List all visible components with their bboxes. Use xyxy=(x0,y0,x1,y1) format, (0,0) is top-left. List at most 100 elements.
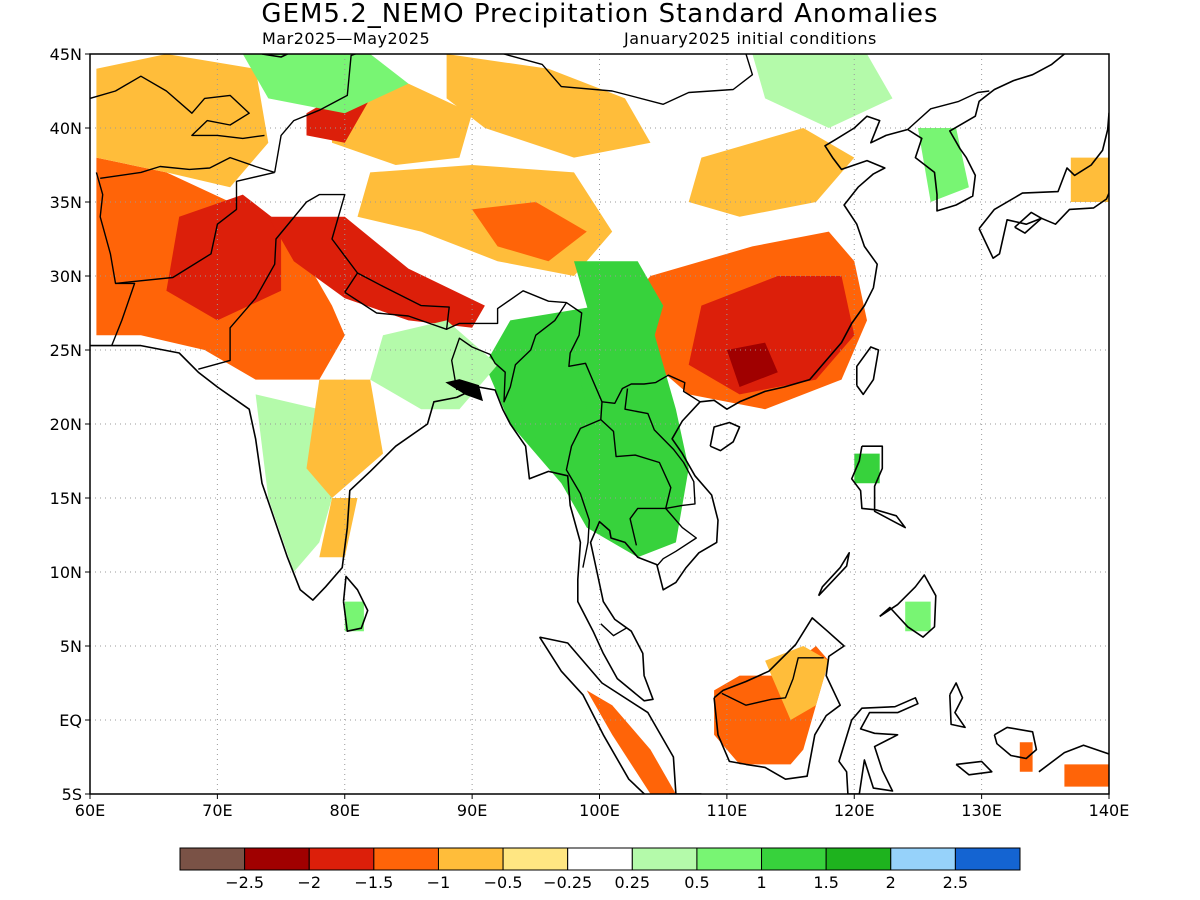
anomaly-region xyxy=(586,690,676,794)
legend-swatch xyxy=(373,847,439,871)
coastline xyxy=(949,682,966,729)
anomaly-region xyxy=(306,379,383,498)
coastline xyxy=(713,617,845,781)
lat-tick-label: 5N xyxy=(60,637,82,656)
country-border xyxy=(501,54,754,106)
lat-tick-label: 20N xyxy=(50,415,82,434)
coastline-layer xyxy=(90,24,1109,794)
lon-tick-label: 80E xyxy=(330,801,360,820)
country-border xyxy=(624,388,697,567)
anomaly-region xyxy=(752,54,893,128)
anomaly-region xyxy=(905,601,931,632)
country-border xyxy=(566,302,701,404)
legend-swatch xyxy=(308,847,375,871)
lat-tick-label: 30N xyxy=(50,267,82,286)
legend-swatch xyxy=(502,847,569,871)
lat-tick-label: 45N xyxy=(50,45,82,64)
lon-tick-label: 110E xyxy=(707,801,748,820)
coastline xyxy=(838,696,919,794)
anomaly-region xyxy=(574,261,664,350)
anomaly-region xyxy=(765,646,829,720)
coastline xyxy=(1014,211,1043,234)
country-border xyxy=(100,156,275,179)
forecast-period: Mar2025—May2025 xyxy=(262,29,431,48)
country-border xyxy=(198,193,359,370)
country-border xyxy=(810,24,880,46)
legend-label: 2.5 xyxy=(943,873,968,892)
lon-tick-label: 120E xyxy=(834,801,875,820)
coastline xyxy=(817,551,851,597)
lat-tick-label: 5S xyxy=(62,785,82,804)
legend-label: −0.25 xyxy=(543,873,592,892)
coastline xyxy=(90,54,1065,702)
anomaly-region xyxy=(726,342,778,387)
legend-swatch xyxy=(825,847,892,871)
lon-tick-label: 60E xyxy=(75,801,105,820)
legend-swatch xyxy=(567,847,633,871)
lat-tick-label: 40N xyxy=(50,119,82,138)
anomaly-region xyxy=(917,128,969,202)
legend-label: −2.5 xyxy=(225,873,264,892)
country-border xyxy=(344,272,450,330)
country-border xyxy=(95,172,136,346)
axis-layer: 60E 70E 80E 90E 100E 110E 120E 130E 140E 45N 40N 35… xyxy=(50,45,1130,820)
coastline xyxy=(709,421,741,452)
legend-label: 0.5 xyxy=(684,873,709,892)
anomaly-region xyxy=(854,453,880,484)
anomaly-region xyxy=(268,216,485,328)
country-border xyxy=(274,54,358,173)
legend-label: −0.5 xyxy=(484,873,523,892)
lat-tick-label: 25N xyxy=(50,341,82,360)
legend-swatch xyxy=(244,847,310,871)
country-border xyxy=(721,657,824,706)
lat-tick-label: 15N xyxy=(50,489,82,508)
lon-tick-label: 140E xyxy=(1089,801,1130,820)
country-border xyxy=(90,75,265,140)
country-border xyxy=(600,419,672,546)
anomaly-region xyxy=(96,54,269,188)
legend-swatch xyxy=(761,847,827,871)
lon-tick-label: 70E xyxy=(202,801,232,820)
country-border xyxy=(600,623,627,637)
lat-tick-label: 10N xyxy=(50,563,82,582)
coastline xyxy=(855,346,880,396)
anomaly-region xyxy=(688,276,855,395)
coastline xyxy=(993,726,1038,760)
anomaly-region xyxy=(344,601,364,632)
coastline xyxy=(955,760,993,776)
country-border xyxy=(446,290,568,403)
anomaly-region xyxy=(242,54,409,114)
country-border xyxy=(565,401,603,568)
coastline xyxy=(978,112,1109,260)
country-border xyxy=(115,171,275,285)
coastline xyxy=(342,575,369,633)
anomaly-region xyxy=(688,128,855,217)
legend-label: −2 xyxy=(297,873,321,892)
coastline xyxy=(879,574,937,638)
coastline xyxy=(1038,744,1109,773)
legend-swatch xyxy=(890,847,956,871)
anomaly-region xyxy=(1019,742,1033,772)
country-border xyxy=(907,90,990,131)
lat-tick-label: EQ xyxy=(59,711,82,730)
legend-swatch xyxy=(696,847,763,871)
anomaly-region xyxy=(166,194,282,321)
legend-swatch xyxy=(437,847,504,871)
coastline xyxy=(261,54,289,58)
legend-label: 1 xyxy=(756,873,766,892)
initial-conditions: January2025 initial conditions xyxy=(624,29,877,48)
lon-tick-label: 100E xyxy=(579,801,620,820)
anomaly-region xyxy=(472,202,587,262)
legend-label: 0.25 xyxy=(614,873,650,892)
color-legend: −2.5 −2 −1.5 −1 −0.5 −0.25 0.25 0.5 1 1.5 2 2.5 xyxy=(179,847,1021,892)
anomaly-region xyxy=(516,350,587,469)
lat-tick-label: 35N xyxy=(50,193,82,212)
legend-swatch xyxy=(954,847,1021,871)
legend-label: 2 xyxy=(886,873,896,892)
lon-tick-label: 90E xyxy=(457,801,487,820)
coastline xyxy=(538,636,677,794)
legend-label: −1 xyxy=(427,873,451,892)
legend-label: −1.5 xyxy=(354,873,393,892)
anomaly-region xyxy=(1064,764,1109,787)
